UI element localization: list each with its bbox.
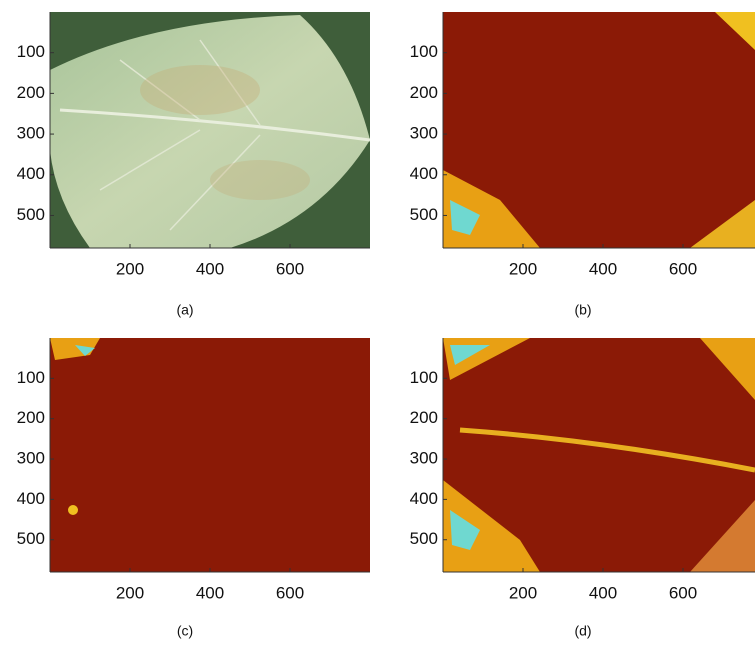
y-tick-label: 100 — [410, 42, 438, 61]
image-d — [443, 338, 755, 572]
y-tick-label: 300 — [17, 449, 45, 468]
image-c — [50, 338, 370, 572]
y-tick-label: 200 — [17, 408, 45, 427]
y-tick-label: 400 — [410, 489, 438, 508]
panel-label: (d) — [574, 623, 591, 639]
y-tick-label: 400 — [17, 164, 45, 183]
x-tick-label: 400 — [589, 583, 617, 602]
image-b — [443, 12, 755, 248]
panel-label: (a) — [176, 302, 193, 318]
x-tick-label: 600 — [669, 259, 697, 278]
image-a — [50, 12, 370, 248]
x-tick-label: 600 — [276, 583, 304, 602]
y-tick-label: 400 — [410, 164, 438, 183]
x-tick-label: 200 — [116, 259, 144, 278]
y-tick-label: 500 — [17, 205, 45, 224]
x-tick-label: 400 — [196, 583, 224, 602]
y-tick-label: 500 — [410, 205, 438, 224]
x-tick-label: 600 — [669, 583, 697, 602]
y-tick-label: 500 — [17, 529, 45, 548]
y-tick-label: 100 — [410, 368, 438, 387]
y-tick-label: 300 — [17, 124, 45, 143]
y-tick-label: 500 — [410, 529, 438, 548]
x-tick-label: 400 — [589, 259, 617, 278]
y-tick-label: 300 — [410, 449, 438, 468]
x-tick-label: 200 — [116, 583, 144, 602]
y-tick-label: 400 — [17, 489, 45, 508]
x-tick-label: 400 — [196, 259, 224, 278]
figure: (a) (b) (c) (d) 200 400 600 100 200 300 400 500… — [0, 0, 755, 649]
y-tick-label: 100 — [17, 42, 45, 61]
panel-label: (b) — [574, 302, 591, 318]
y-tick-label: 100 — [17, 368, 45, 387]
y-tick-label: 300 — [410, 124, 438, 143]
x-tick-label: 600 — [276, 259, 304, 278]
y-tick-label: 200 — [17, 83, 45, 102]
y-tick-label: 200 — [410, 83, 438, 102]
panel-label: (c) — [177, 623, 193, 639]
x-tick-label: 200 — [509, 583, 537, 602]
y-tick-label: 200 — [410, 408, 438, 427]
x-tick-label: 200 — [509, 259, 537, 278]
